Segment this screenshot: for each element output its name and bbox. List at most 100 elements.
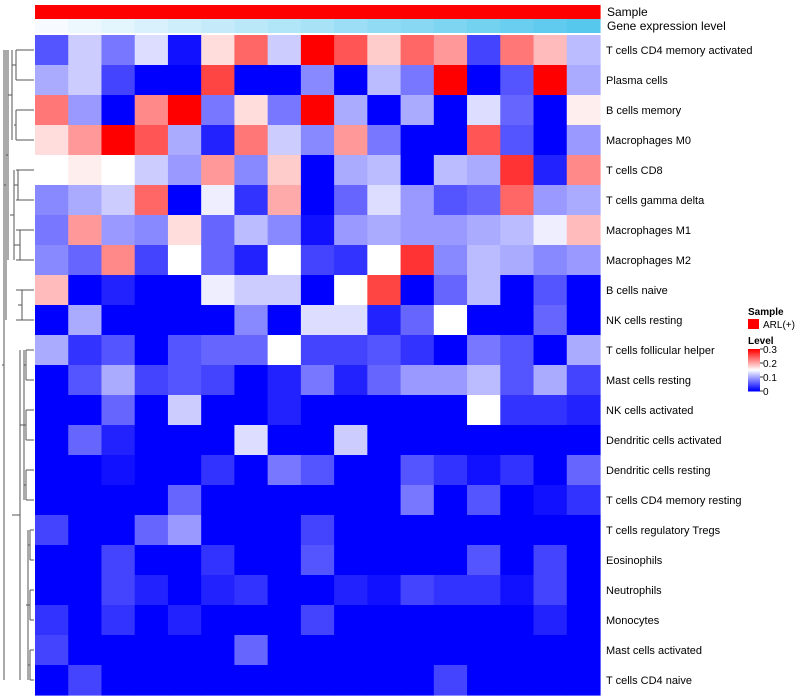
heatmap-cell bbox=[500, 155, 535, 186]
heatmap-cell bbox=[334, 635, 368, 666]
heatmap-cell bbox=[234, 515, 269, 546]
heatmap-cell bbox=[367, 185, 402, 216]
heatmap-cell bbox=[533, 545, 568, 576]
heatmap-cell bbox=[267, 245, 302, 276]
heatmap-cell bbox=[400, 545, 435, 576]
heatmap-cell bbox=[334, 35, 368, 66]
heatmap-cell bbox=[300, 635, 335, 666]
heatmap-cell bbox=[566, 485, 601, 516]
heatmap-cell bbox=[167, 365, 202, 396]
heatmap-cell bbox=[234, 545, 269, 576]
heatmap-cell bbox=[167, 335, 202, 366]
row-label: Eosinophils bbox=[606, 555, 663, 567]
heatmap-cell bbox=[400, 65, 435, 96]
heatmap-cell bbox=[433, 95, 468, 126]
legend-tick-label: 0.3 bbox=[763, 345, 777, 356]
heatmap-cell bbox=[300, 575, 335, 606]
heatmap-cell bbox=[234, 245, 269, 276]
heatmap-cell bbox=[234, 155, 269, 186]
annotation-cell bbox=[201, 5, 236, 19]
heatmap-cell bbox=[400, 155, 435, 186]
legend-tick-label: 0.1 bbox=[763, 373, 777, 384]
heatmap-cell bbox=[134, 575, 169, 606]
heatmap-cell bbox=[367, 65, 402, 96]
row-label: NK cells activated bbox=[606, 405, 693, 417]
annotation-cell bbox=[334, 19, 368, 33]
heatmap-cell bbox=[566, 545, 601, 576]
heatmap-cell bbox=[433, 185, 468, 216]
annotation-cell bbox=[234, 5, 269, 19]
heatmap-cell bbox=[267, 515, 302, 546]
heatmap-cell bbox=[300, 425, 335, 456]
heatmap-cell bbox=[367, 275, 402, 306]
heatmap-cell bbox=[68, 35, 103, 66]
heatmap-cell bbox=[234, 125, 269, 156]
heatmap-cell bbox=[467, 155, 501, 186]
heatmap-cell bbox=[234, 455, 269, 486]
heatmap-cell bbox=[300, 245, 335, 276]
heatmap-cell bbox=[201, 485, 236, 516]
heatmap-cell bbox=[68, 545, 103, 576]
annotation-cell bbox=[101, 5, 136, 19]
legend-colorbar-step bbox=[748, 380, 760, 383]
heatmap-cell bbox=[467, 635, 501, 666]
heatmap-cell bbox=[334, 575, 368, 606]
heatmap-cell bbox=[300, 275, 335, 306]
heatmap-cell bbox=[500, 215, 535, 246]
row-label: Mast cells resting bbox=[606, 375, 691, 387]
heatmap-cell bbox=[68, 155, 103, 186]
annotation-cell bbox=[167, 5, 202, 19]
heatmap-cell bbox=[68, 605, 103, 636]
heatmap-cell bbox=[234, 635, 269, 666]
annotation-cell bbox=[68, 19, 103, 33]
legend-colorbar-step bbox=[748, 383, 760, 386]
legend-colorbar-step bbox=[748, 375, 760, 377]
legend-colorbar-step bbox=[748, 366, 760, 369]
annotation-label: Gene expression level bbox=[607, 19, 726, 33]
annotation-cell bbox=[300, 5, 335, 19]
heatmap-cell bbox=[467, 245, 501, 276]
heatmap-cell bbox=[566, 215, 601, 246]
heatmap-cell bbox=[101, 665, 136, 696]
heatmap-cell bbox=[134, 125, 169, 156]
annotation-cell bbox=[433, 19, 468, 33]
heatmap-cell bbox=[35, 365, 69, 396]
heatmap-cell bbox=[234, 665, 269, 696]
heatmap-cell bbox=[467, 335, 501, 366]
legend-colorbar-step bbox=[748, 358, 760, 360]
heatmap-cell bbox=[101, 215, 136, 246]
heatmap-cell bbox=[533, 155, 568, 186]
heatmap-cell bbox=[334, 605, 368, 636]
heatmap-cell bbox=[566, 275, 601, 306]
heatmap-cell bbox=[201, 455, 236, 486]
legend-colorbar-step bbox=[748, 361, 760, 364]
heatmap-cell bbox=[400, 275, 435, 306]
heatmap-cell bbox=[35, 575, 69, 606]
heatmap-cell bbox=[334, 65, 368, 96]
heatmap-cell bbox=[35, 185, 69, 216]
annotation-cell bbox=[134, 5, 169, 19]
heatmap-cell bbox=[500, 35, 535, 66]
heatmap-cell bbox=[334, 215, 368, 246]
heatmap-cell bbox=[500, 185, 535, 216]
heatmap-cell bbox=[367, 425, 402, 456]
heatmap-cell bbox=[201, 365, 236, 396]
heatmap-cell bbox=[300, 665, 335, 696]
heatmap-cell bbox=[35, 455, 69, 486]
row-label: Neutrophils bbox=[606, 585, 662, 597]
row-label: Dendritic cells activated bbox=[606, 435, 722, 447]
heatmap-cell bbox=[433, 35, 468, 66]
heatmap-cell bbox=[101, 485, 136, 516]
heatmap-cell bbox=[68, 215, 103, 246]
heatmap-cell bbox=[234, 485, 269, 516]
annotation-cell bbox=[533, 5, 568, 19]
heatmap-cell bbox=[201, 575, 236, 606]
heatmap-cell bbox=[467, 485, 501, 516]
heatmap-cell bbox=[167, 485, 202, 516]
heatmap-cell bbox=[566, 305, 601, 336]
heatmap-cell bbox=[433, 335, 468, 366]
heatmap-cell bbox=[167, 65, 202, 96]
heatmap-cell bbox=[467, 65, 501, 96]
heatmap-cell bbox=[400, 455, 435, 486]
heatmap-cell bbox=[35, 335, 69, 366]
